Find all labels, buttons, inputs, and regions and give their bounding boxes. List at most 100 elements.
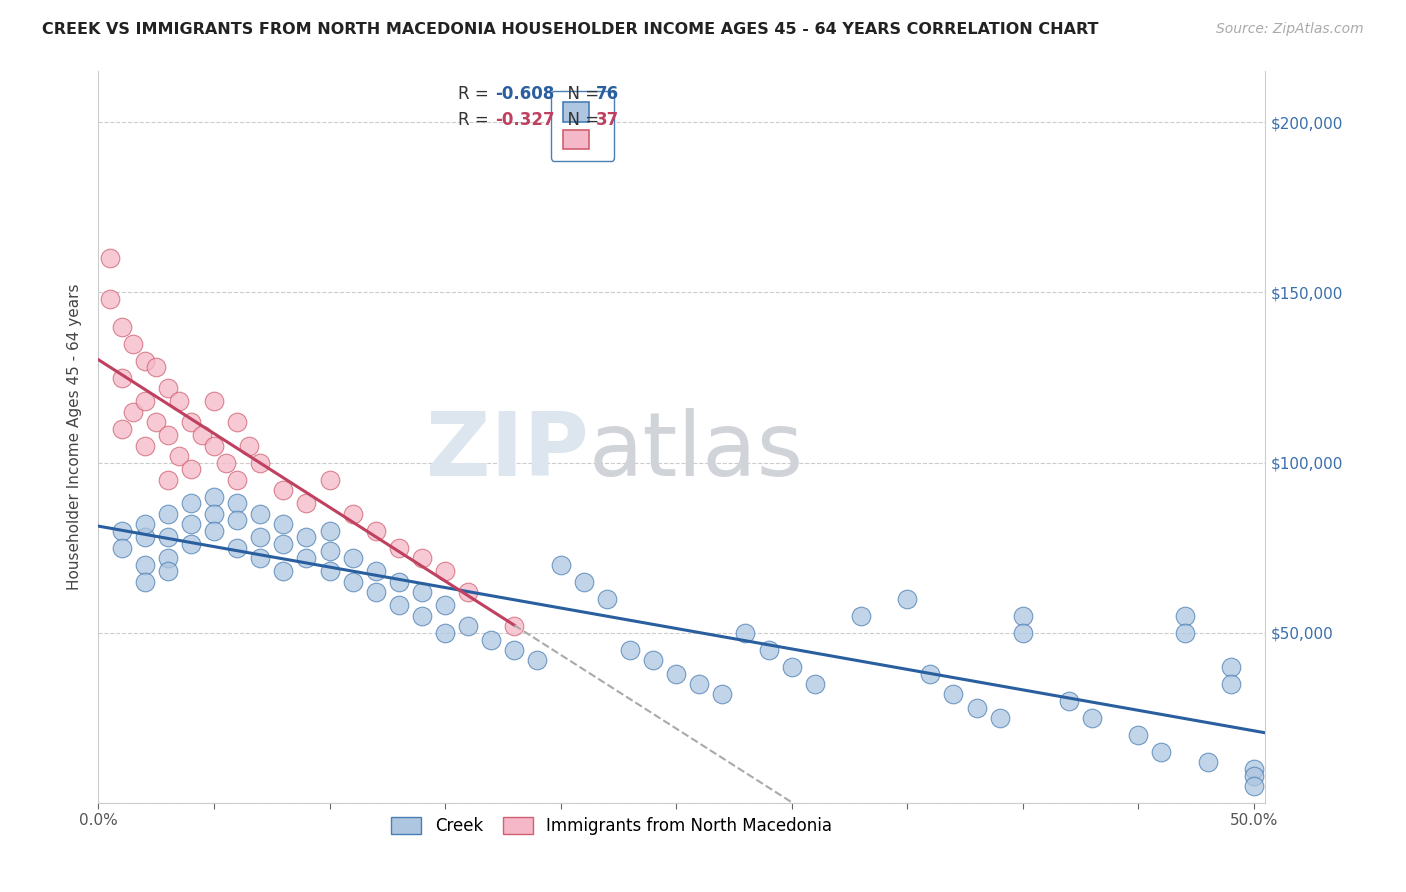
Point [180,415,202,429]
Point [238,439,260,453]
Point [1243,779,1265,793]
Point [1150,745,1173,759]
Point [342,507,364,521]
Point [364,524,387,538]
Point [849,608,872,623]
Point [503,619,526,633]
Point [180,537,202,551]
Point [180,496,202,510]
Y-axis label: Householder Income Ages 45 - 64 years: Householder Income Ages 45 - 64 years [67,284,83,591]
Point [411,585,433,599]
Point [364,585,387,599]
Point [758,642,780,657]
Point [734,625,756,640]
Point [1011,625,1033,640]
Point [364,565,387,579]
Point [169,394,191,409]
Point [780,659,803,673]
Point [156,428,179,442]
Point [1243,762,1265,776]
Point [596,591,619,606]
Point [145,360,167,375]
Point [180,462,202,476]
Point [711,687,734,701]
Point [641,653,664,667]
Point [249,507,271,521]
Point [156,507,179,521]
Point [191,428,214,442]
Point [134,531,156,545]
Point [110,370,132,384]
Text: 76: 76 [596,85,619,103]
Point [1173,625,1195,640]
Point [295,550,318,565]
Point [388,541,411,555]
Point [572,574,595,589]
Text: 37: 37 [596,111,619,128]
Point [156,381,179,395]
Point [619,642,641,657]
Point [134,394,156,409]
Point [1011,608,1033,623]
Point [156,550,179,565]
Point [134,516,156,531]
Text: N =: N = [557,85,605,103]
Point [169,449,191,463]
Point [156,531,179,545]
Point [896,591,918,606]
Point [966,700,988,714]
Text: -0.608: -0.608 [495,85,554,103]
Point [202,490,225,504]
Point [318,544,340,558]
Point [202,524,225,538]
Point [479,632,502,647]
Text: ZIP: ZIP [426,409,589,495]
Point [688,677,710,691]
Point [295,531,318,545]
Text: R =: R = [458,85,494,103]
Point [342,550,364,565]
Legend: Creek, Immigrants from North Macedonia: Creek, Immigrants from North Macedonia [385,811,839,842]
Text: Source: ZipAtlas.com: Source: ZipAtlas.com [1216,22,1364,37]
Point [110,524,132,538]
Point [134,558,156,572]
Point [318,524,340,538]
Point [1173,608,1195,623]
Point [202,439,225,453]
Point [249,531,271,545]
Point [1219,659,1241,673]
Point [249,456,271,470]
Point [920,666,942,681]
Text: R =: R = [458,111,494,128]
Point [249,550,271,565]
Point [434,565,457,579]
Point [411,550,433,565]
Point [134,439,156,453]
Point [122,336,145,351]
Point [271,537,294,551]
Text: N =: N = [557,111,605,128]
Point [457,619,479,633]
Point [665,666,688,681]
Point [804,677,827,691]
Point [434,625,457,640]
Point [503,642,526,657]
Text: atlas: atlas [589,409,804,495]
Point [226,513,249,527]
Point [295,496,318,510]
Point [134,574,156,589]
Point [1081,711,1104,725]
Point [318,473,340,487]
Point [434,599,457,613]
Point [318,565,340,579]
Point [226,541,249,555]
Point [271,565,294,579]
Point [145,415,167,429]
Point [457,585,479,599]
Point [1128,728,1150,742]
Point [98,293,121,307]
Point [98,252,121,266]
Point [202,507,225,521]
Point [526,653,548,667]
Point [550,558,572,572]
